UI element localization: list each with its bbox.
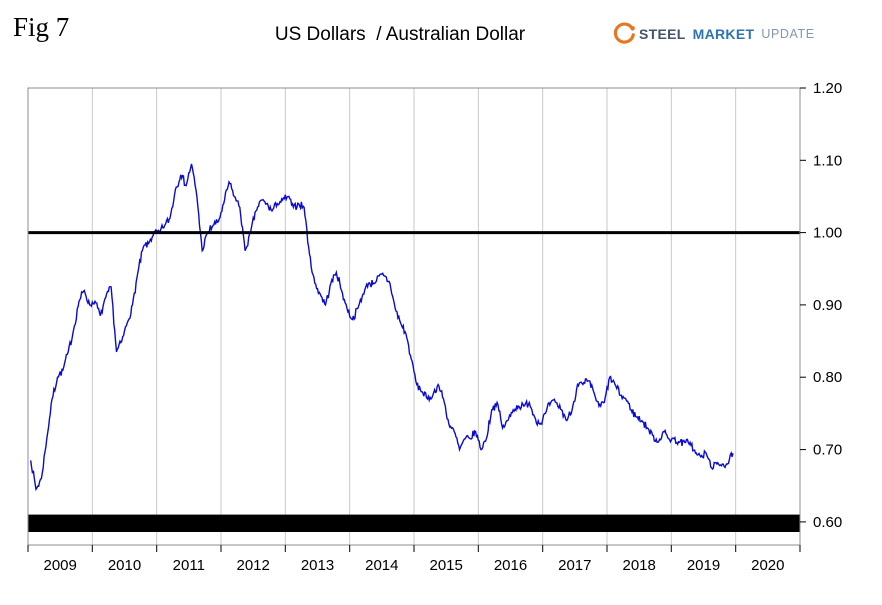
baseline-bar — [28, 514, 800, 532]
figure-label: Fig 7 — [13, 12, 70, 42]
x-tick-label: 2019 — [687, 557, 720, 574]
y-tick-label: 1.00 — [813, 225, 842, 242]
x-tick-label: 2020 — [751, 557, 784, 574]
x-tick-label: 2011 — [173, 557, 205, 574]
x-tick-label: 2012 — [237, 557, 270, 574]
fx-line-chart: 0.60 0.70 0.80 0.90 1.00 1.10 1.20 2009 2010 2011… — [27, 80, 842, 574]
x-tick-label: 2015 — [430, 557, 463, 574]
x-tick-label: 2014 — [365, 557, 398, 574]
y-tick-label: 0.90 — [813, 297, 842, 314]
logo-steel-text: STEEL — [639, 26, 686, 42]
y-tick-label: 0.70 — [813, 442, 842, 459]
logo-swoosh-icon — [613, 22, 635, 44]
logo-update-text: UPDATE — [761, 26, 815, 41]
x-tick-label: 2013 — [301, 557, 334, 574]
y-tick-label: 1.10 — [813, 152, 842, 169]
x-tick-label: 2018 — [623, 557, 656, 574]
axis-labels: 0.60 0.70 0.80 0.90 1.00 1.10 1.20 2009 2010 2011… — [27, 80, 842, 574]
x-tick-label: 2010 — [108, 557, 141, 574]
x-tick-label: 2009 — [44, 557, 77, 574]
exchange-rate-line — [30, 163, 734, 492]
y-tick-label: 0.80 — [813, 369, 842, 386]
x-tick-label: 2016 — [494, 557, 527, 574]
chart-title: US Dollars / Australian Dollar — [274, 24, 526, 45]
gridlines — [91, 88, 737, 545]
logo-market-text: MARKET — [692, 26, 755, 42]
x-tick-label: 2017 — [558, 557, 591, 574]
y-tick-label: 0.60 — [813, 514, 842, 531]
smu-logo: STEEL MARKET UPDATE — [612, 22, 815, 46]
y-tick-label: 1.20 — [813, 80, 842, 97]
